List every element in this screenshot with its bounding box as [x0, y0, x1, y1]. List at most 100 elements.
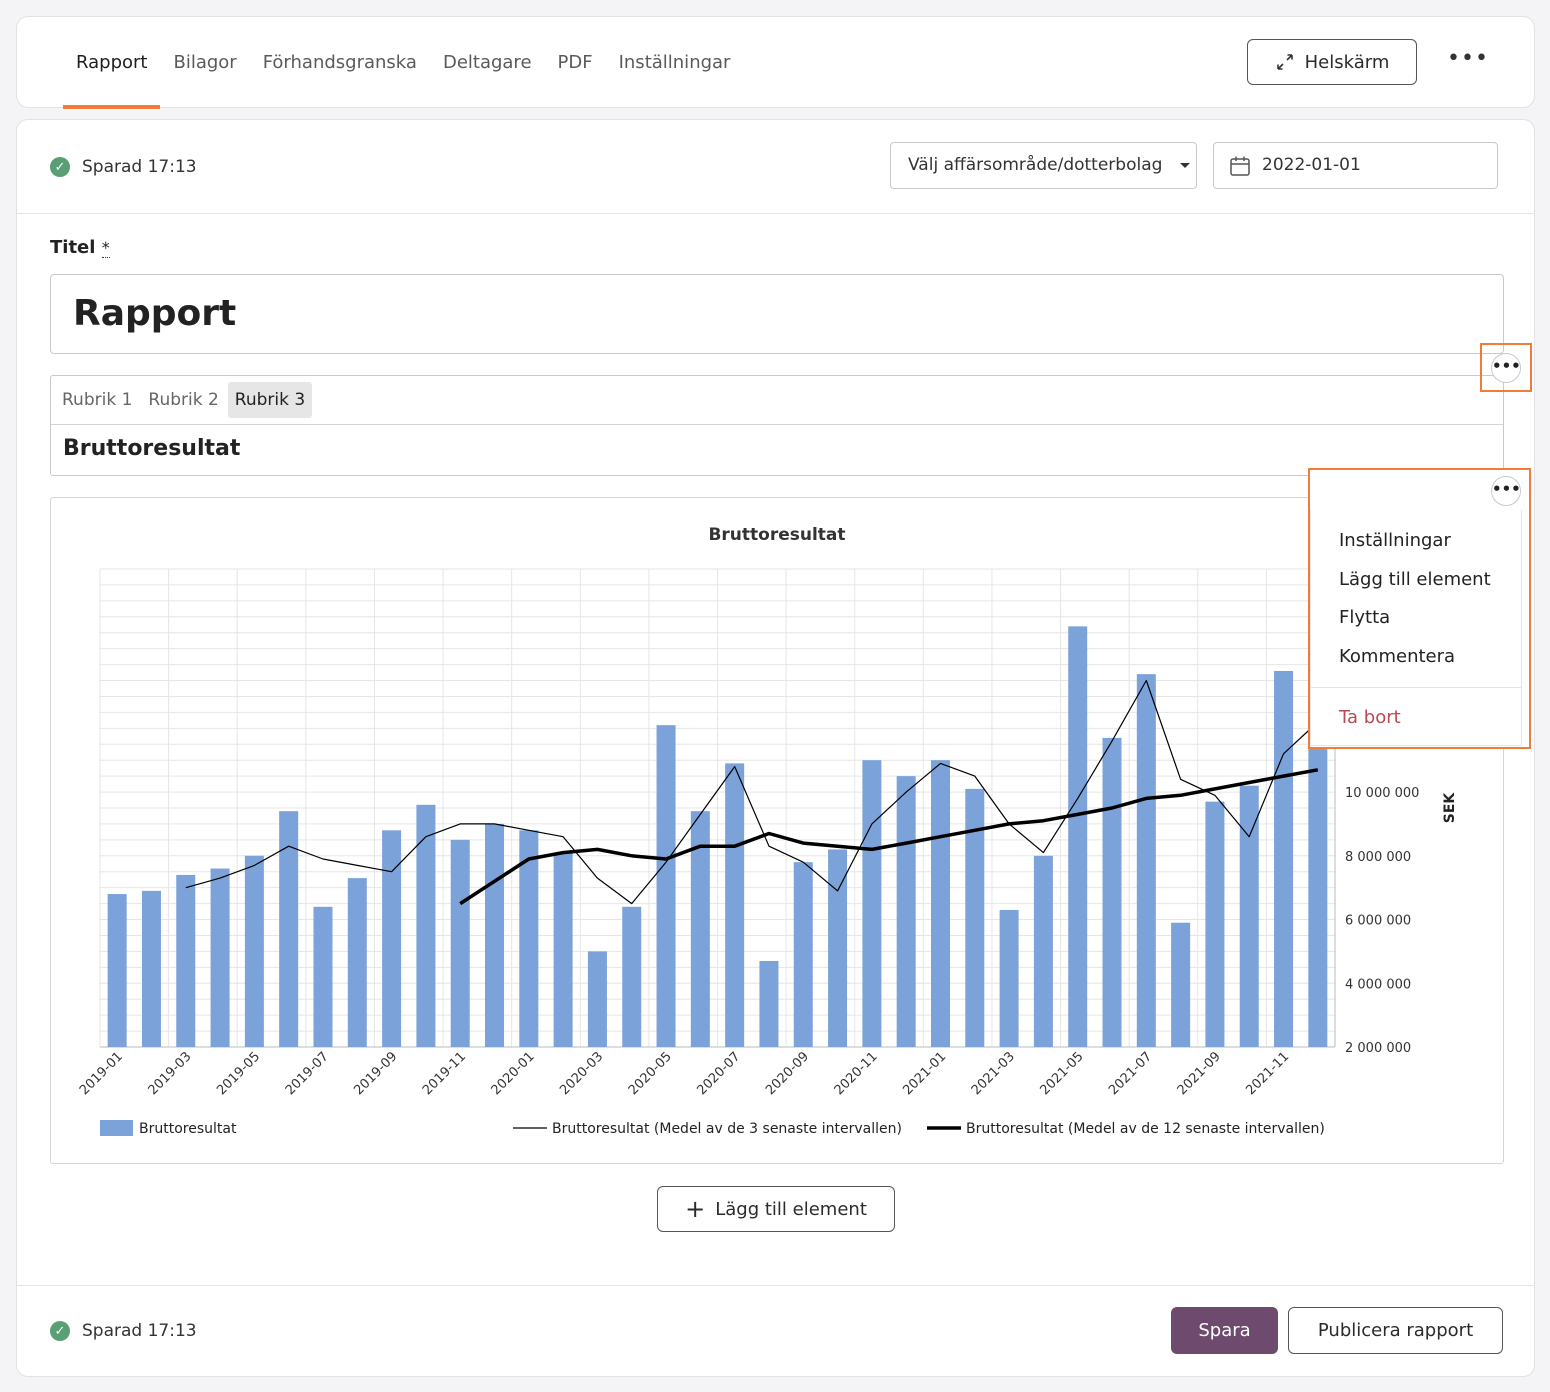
saved-status-bottom: ✓ Sparad 17:13: [50, 1321, 197, 1341]
highlight-box: •••: [1480, 343, 1532, 392]
chart-bar: [690, 811, 710, 1047]
business-area-select[interactable]: Välj affärsområde/dotterbolag: [890, 142, 1197, 189]
chart-bar: [279, 811, 299, 1047]
x-tick-label: 2019-11: [420, 1049, 469, 1098]
chart-bar: [1068, 626, 1088, 1047]
saved-status-text: Sparad 17:13: [82, 157, 197, 177]
chart-bar: [828, 849, 848, 1047]
x-tick-label: 2020-01: [489, 1049, 538, 1098]
chart-bar: [930, 760, 950, 1047]
heading-level-tabs: Rubrik 1 Rubrik 2 Rubrik 3: [55, 382, 313, 418]
x-tick-label: 2019-03: [146, 1049, 195, 1098]
main-tabs: Rapport Bilagor Förhandsgranska Deltagare PD…: [63, 17, 743, 109]
heading-tab-3[interactable]: Rubrik 3: [227, 382, 313, 418]
menu-item-add-element[interactable]: Lägg till element: [1339, 569, 1491, 590]
tab-1[interactable]: Bilagor: [173, 52, 237, 73]
chart-bar: [519, 830, 539, 1047]
more-options-icon[interactable]: •••: [1447, 46, 1489, 71]
publish-report-button[interactable]: Publicera rapport: [1288, 1307, 1503, 1354]
moving-average-12-line: [459, 768, 1319, 906]
chart-bar: [1308, 718, 1328, 1047]
legend-label: Bruttoresultat (Medel av de 3 senaste in…: [552, 1121, 902, 1137]
fullscreen-label: Helskärm: [1304, 51, 1390, 73]
saved-status-top: ✓ Sparad 17:13: [50, 157, 197, 177]
chart-bar: [1274, 670, 1294, 1047]
chart-bar: [759, 960, 779, 1047]
chart-title: Bruttoresultat: [708, 525, 845, 545]
chart-bar: [725, 763, 745, 1047]
chart-bar: [965, 788, 985, 1047]
chart-bar: [793, 862, 813, 1047]
x-tick-label: 2019-07: [283, 1049, 332, 1098]
heading-tab-2[interactable]: Rubrik 2: [148, 390, 219, 410]
x-tick-label: 2020-03: [557, 1049, 606, 1098]
date-picker[interactable]: 2022-01-01: [1213, 142, 1498, 189]
top-navigation-bar: Rapport Bilagor Förhandsgranska Deltagare PD…: [16, 16, 1535, 109]
x-tick-label: 2020-07: [694, 1049, 743, 1098]
moving-average-3-line: [185, 679, 1319, 905]
chart-bar: [244, 855, 264, 1047]
add-element-button[interactable]: + Lägg till element: [657, 1186, 895, 1232]
menu-item-comment[interactable]: Kommentera: [1339, 646, 1456, 667]
chart-bar: [313, 906, 333, 1047]
legend-label: Bruttoresultat (Medel av de 12 senaste i…: [966, 1121, 1325, 1137]
x-tick-label: 2019-09: [351, 1049, 400, 1098]
chart-bar: [999, 909, 1019, 1047]
business-area-select-value: Välj affärsområde/dotterbolag: [908, 155, 1163, 175]
chart-bar: [1205, 801, 1225, 1047]
chart-bar: [141, 890, 161, 1047]
chart-bar: [622, 906, 642, 1047]
chart-bar: [382, 830, 402, 1047]
chart-bar: [416, 804, 436, 1047]
tab-4[interactable]: PDF: [557, 52, 593, 73]
chart-bar: [896, 776, 916, 1047]
save-button[interactable]: Spara: [1171, 1307, 1278, 1354]
add-element-label: Lägg till element: [715, 1198, 867, 1220]
chart-bar: [553, 852, 573, 1047]
chart-bar: [862, 760, 882, 1047]
y-tick-label: 4 000 000: [1345, 977, 1411, 992]
saved-status-text: Sparad 17:13: [82, 1321, 197, 1341]
heading-text[interactable]: Bruttoresultat: [63, 436, 241, 461]
expand-icon: [1276, 54, 1293, 70]
x-tick-label: 2019-05: [214, 1049, 263, 1098]
header-divider: [17, 213, 1534, 214]
heading-more-icon[interactable]: •••: [1491, 353, 1521, 383]
chart-more-icon[interactable]: •••: [1491, 476, 1521, 506]
y-axis-label: SEK: [1442, 792, 1458, 824]
caret-down-icon: [1180, 163, 1190, 168]
title-label-text: Titel: [50, 237, 96, 258]
date-value: 2022-01-01: [1262, 155, 1361, 175]
y-tick-label: 10 000 000: [1345, 786, 1419, 801]
chart-bar: [587, 951, 607, 1047]
menu-item-settings[interactable]: Inställningar: [1339, 530, 1451, 551]
x-tick-label: 2019-01: [77, 1049, 126, 1098]
tab-0[interactable]: Rapport: [63, 17, 161, 109]
check-circle-icon: ✓: [50, 157, 70, 177]
tab-2[interactable]: Förhandsgranska: [262, 52, 417, 73]
context-menu-panel: Inställningar Lägg till element Flytta K…: [1310, 510, 1522, 746]
y-tick-label: 6 000 000: [1345, 914, 1411, 929]
tab-3[interactable]: Deltagare: [442, 52, 532, 73]
legend-swatch-bars: [100, 1120, 133, 1136]
required-mark: *: [101, 238, 110, 258]
menu-item-delete[interactable]: Ta bort: [1339, 707, 1401, 728]
chart-bar: [210, 868, 230, 1047]
tab-5[interactable]: Inställningar: [618, 52, 731, 73]
y-tick-label: 2 000 000: [1345, 1041, 1411, 1056]
fullscreen-button[interactable]: Helskärm: [1247, 39, 1417, 85]
y-tick-label: 8 000 000: [1345, 850, 1411, 865]
heading-divider: [51, 424, 1503, 425]
heading-element: Rubrik 1 Rubrik 2 Rubrik 3 Bruttoresultat: [50, 375, 1504, 476]
x-tick-label: 2020-09: [763, 1049, 812, 1098]
heading-tab-1[interactable]: Rubrik 1: [62, 390, 133, 410]
chart-bar: [176, 874, 196, 1047]
check-circle-icon: ✓: [50, 1321, 70, 1341]
x-tick-label: 2021-07: [1106, 1049, 1155, 1098]
title-input[interactable]: Rapport: [50, 274, 1504, 354]
menu-item-move[interactable]: Flytta: [1339, 607, 1391, 628]
chart-element[interactable]: Bruttoresultat 2 000 000 4 000 000 6 000 00…: [50, 497, 1504, 1164]
chart-bar: [347, 878, 367, 1047]
chart-bar: [1033, 855, 1053, 1047]
x-tick-label: 2021-05: [1038, 1049, 1087, 1098]
